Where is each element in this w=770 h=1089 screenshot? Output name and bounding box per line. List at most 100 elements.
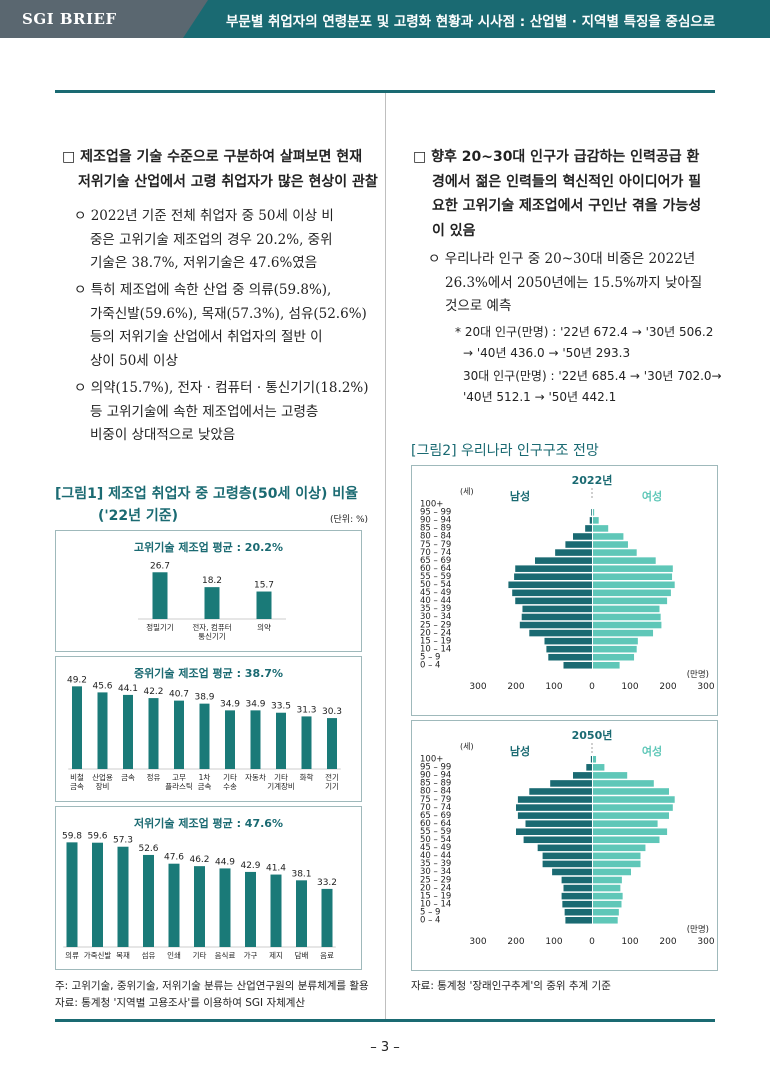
data-label: 59.6 bbox=[87, 832, 107, 842]
female-bar bbox=[593, 597, 668, 605]
male-bar bbox=[573, 772, 592, 779]
legend-female: 여성 bbox=[642, 489, 662, 503]
category-label: 인쇄 bbox=[167, 950, 181, 960]
age-label: 40 – 44 bbox=[420, 596, 451, 606]
x-tick-label: 300 bbox=[697, 937, 714, 947]
top-rule bbox=[55, 90, 715, 93]
female-bar bbox=[593, 804, 673, 811]
category-label: 플라스틱 bbox=[165, 781, 193, 791]
data-label: 45.6 bbox=[92, 681, 112, 691]
low-tech-chart: 저위기술 제조업 평균 : 47.6% 59.8 의류 59.6 가죽신발 57.3 목재 5… bbox=[62, 816, 337, 960]
fig1-note: 주: 고위기술, 중위기술, 저위기술 분류는 산업연구원의 분류체계를 활용 … bbox=[55, 978, 369, 1012]
left-heading: □ 제조업을 기술 수준으로 구분하여 살펴보면 현재 저위기술 산업에서 고령… bbox=[62, 145, 378, 194]
male-bar bbox=[521, 613, 592, 621]
category-label: 기타 bbox=[274, 773, 288, 782]
female-bar bbox=[593, 549, 637, 556]
category-label: 가죽신발 bbox=[84, 951, 112, 960]
female-bar bbox=[593, 509, 595, 516]
text-line: 중은 고위기술 제조업의 경우 20.2%, 중위 bbox=[90, 231, 333, 248]
text-line: 경에서 젊은 인력들의 혁신적인 아이디어가 필 bbox=[432, 173, 702, 190]
bar bbox=[143, 854, 154, 947]
bar bbox=[321, 888, 333, 947]
age-label: 5 – 9 bbox=[420, 907, 440, 917]
category-label: 1차 bbox=[199, 773, 211, 782]
text-line: 요한 고위기술 제조업에서 구인난 겪을 가능성 bbox=[432, 198, 702, 214]
male-bar bbox=[542, 852, 592, 860]
category-label: 정유 bbox=[147, 772, 161, 782]
category-label: 자동차 bbox=[245, 773, 266, 782]
note-line: 주: 고위기술, 중위기술, 저위기술 분류는 산업연구원의 분류체계를 활용 bbox=[55, 980, 369, 992]
male-bar bbox=[508, 581, 592, 589]
male-bar bbox=[563, 884, 592, 892]
age-label: 95 – 99 bbox=[420, 763, 451, 773]
age-label: 65 – 69 bbox=[420, 811, 451, 821]
category-label: 금속 bbox=[70, 782, 84, 791]
bar bbox=[225, 710, 235, 769]
female-bar bbox=[593, 764, 605, 771]
fig1-unit: (단위: %) bbox=[330, 515, 369, 525]
data-label: 34.9 bbox=[220, 699, 240, 709]
male-bar bbox=[529, 788, 592, 795]
female-bar bbox=[593, 828, 668, 835]
category-label: 산업용 bbox=[92, 772, 113, 782]
x-unit: (만명) bbox=[687, 669, 709, 680]
female-bar bbox=[593, 756, 597, 763]
male-bar bbox=[544, 637, 592, 645]
text-line: ㅇ 의약(15.7%), 전자 · 컴퓨터 · 통신기기(18.2%) bbox=[74, 380, 369, 396]
text-line: □ 향후 20~30대 인구가 급감하는 인력공급 환 bbox=[413, 149, 700, 165]
brief-tag-label: SGI BRIEF bbox=[22, 10, 117, 28]
female-bar bbox=[593, 788, 669, 795]
age-label: 60 – 64 bbox=[420, 564, 451, 574]
female-bar bbox=[593, 621, 662, 629]
bar bbox=[296, 880, 307, 947]
female-bar bbox=[593, 565, 673, 572]
bar bbox=[66, 842, 78, 947]
male-bar bbox=[529, 629, 592, 637]
male-bar bbox=[573, 533, 592, 540]
female-bar bbox=[593, 860, 641, 868]
data-label: 34.9 bbox=[245, 699, 265, 709]
male-bar bbox=[563, 662, 592, 669]
bar bbox=[97, 692, 108, 769]
left-bullet-2: ㅇ 특히 제조업에 속한 산업 중 의류(59.8%), 가죽신발(59.6%)… bbox=[74, 279, 367, 374]
age-label: 10 – 14 bbox=[420, 644, 451, 654]
data-label: 57.3 bbox=[113, 836, 133, 846]
bar bbox=[276, 712, 286, 769]
text-line: * 20대 인구(만명) : '22년 672.4 → '30년 506.2 bbox=[455, 325, 714, 339]
data-label: 47.6 bbox=[164, 853, 184, 863]
fig2-title: [그림2] 우리나라 인구구조 전망 bbox=[411, 443, 599, 459]
bar bbox=[270, 874, 282, 947]
female-bar bbox=[593, 884, 621, 892]
age-label: 75 – 79 bbox=[420, 540, 451, 550]
age-label: 75 – 79 bbox=[420, 795, 451, 805]
male-bar bbox=[589, 517, 592, 524]
female-bar bbox=[593, 836, 660, 844]
x-tick-label: 100 bbox=[545, 937, 562, 947]
data-label: 44.1 bbox=[118, 684, 138, 694]
data-label: 40.7 bbox=[169, 690, 189, 700]
text-line: 26.3%에서 2050년에는 15.5%까지 낮아질 bbox=[445, 274, 703, 291]
text-line: ㅇ 우리나라 인구 중 20~30대 비중은 2022년 bbox=[428, 251, 696, 267]
chart-title: 저위기술 제조업 평균 : 47.6% bbox=[134, 816, 283, 830]
category-label: 수송 bbox=[223, 782, 237, 791]
text-line: 비중이 상대적으로 낮았음 bbox=[90, 427, 236, 444]
category-label: 고무 bbox=[172, 773, 186, 782]
female-bar bbox=[593, 892, 623, 900]
female-bar bbox=[593, 876, 622, 884]
age-label: 45 – 49 bbox=[420, 588, 451, 598]
text-line: '40년 512.1 → '50년 442.1 bbox=[463, 390, 617, 404]
female-bar bbox=[593, 589, 671, 597]
age-label: 45 – 49 bbox=[420, 843, 451, 853]
female-bar bbox=[593, 637, 638, 645]
age-label: 50 – 54 bbox=[420, 835, 451, 845]
female-bar bbox=[593, 557, 656, 564]
x-tick-label: 100 bbox=[621, 937, 638, 947]
female-bar bbox=[593, 629, 654, 637]
text-line: 가죽신발(59.6%), 목재(57.3%), 섬유(52.6%) bbox=[90, 305, 367, 322]
age-label: 70 – 74 bbox=[420, 803, 451, 813]
category-label: 의약 bbox=[257, 622, 271, 632]
category-label: 담배 bbox=[295, 950, 309, 960]
mid-tech-chart: 중위기술 제조업 평균 : 38.7%49.2비철금속45.6산업용장비44.1… bbox=[67, 666, 342, 791]
male-bar bbox=[548, 653, 592, 661]
